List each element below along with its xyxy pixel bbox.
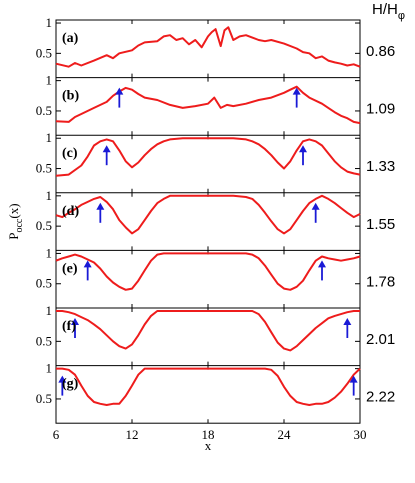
- panel-label: (a): [62, 31, 79, 46]
- x-axis-label: x: [205, 438, 212, 453]
- panel-label: (c): [62, 146, 78, 161]
- y-tick-label: 1: [46, 188, 53, 203]
- h-value: 2.22: [366, 389, 395, 406]
- panel-b: 0.5 1 (b) 1.09: [36, 73, 395, 136]
- series-line: [56, 367, 361, 406]
- arrow-head: [115, 87, 124, 95]
- x-tick-label: 12: [126, 427, 139, 442]
- arrow-head: [318, 260, 326, 268]
- h-value: 0.86: [366, 43, 395, 60]
- arrow-head: [311, 202, 320, 210]
- x-tick-label: 24: [278, 427, 292, 442]
- h-value: 1.09: [366, 101, 395, 118]
- y-tick-label: 1: [46, 303, 53, 318]
- series-line: [55, 26, 361, 68]
- panel-label: (f): [62, 319, 76, 334]
- y-tick-label: 1: [46, 73, 53, 88]
- panel-g: 0.5 1 (g) 2.22: [36, 361, 395, 424]
- y-tick-label: 0.5: [36, 333, 52, 348]
- arrow-head: [96, 202, 105, 210]
- panel-f: 0.5 1 (f) 2.01: [36, 303, 395, 366]
- arrow-head: [299, 145, 307, 153]
- h-value: 2.01: [366, 331, 395, 348]
- panel-label: (g): [62, 377, 79, 392]
- y-tick-label: 0.5: [36, 276, 52, 291]
- arrow-head: [83, 260, 92, 268]
- series-line: [55, 85, 361, 125]
- series-line: [55, 194, 361, 235]
- arrow-head: [58, 375, 67, 383]
- arrow-head: [292, 87, 301, 95]
- series-line: [55, 252, 361, 291]
- right-header: H/Hφ: [372, 1, 405, 22]
- arrow-head: [343, 318, 352, 325]
- y-tick-label: 1: [46, 361, 53, 376]
- y-axis-label: Pocc(x): [6, 203, 25, 239]
- panel-e: 0.5 1 (e) 1.78: [36, 245, 395, 308]
- x-tick-label: 6: [53, 427, 60, 442]
- arrow-head: [349, 375, 358, 383]
- panel-label: (d): [62, 204, 79, 219]
- y-tick-label: 0.5: [36, 391, 52, 406]
- y-tick-label: 1: [46, 130, 53, 145]
- y-tick-label: 0.5: [36, 218, 52, 233]
- x-tick-label: 30: [354, 427, 367, 442]
- y-tick-label: 0.5: [36, 103, 52, 118]
- y-tick-label: 0.5: [36, 161, 52, 176]
- y-tick-label: 1: [46, 15, 53, 30]
- y-tick-label: 1: [46, 245, 53, 260]
- h-value: 1.78: [366, 273, 395, 290]
- panel-label: (e): [62, 261, 78, 276]
- h-value: 1.55: [366, 216, 395, 233]
- panel-label: (b): [62, 89, 79, 104]
- arrow-head: [71, 318, 79, 325]
- arrow-head: [102, 145, 111, 153]
- panel-a: 0.5 1 (a) 0.86: [36, 15, 395, 78]
- series-line: [55, 137, 361, 177]
- x-tick-label: 18: [202, 427, 215, 442]
- h-value: 1.33: [366, 158, 395, 175]
- series-line: [56, 310, 360, 352]
- panel-c: 0.5 1 (c) 1.33: [36, 130, 395, 193]
- panel-d: 0.5 1 (d) 1.55: [36, 188, 395, 251]
- y-tick-label: 0.5: [36, 45, 52, 60]
